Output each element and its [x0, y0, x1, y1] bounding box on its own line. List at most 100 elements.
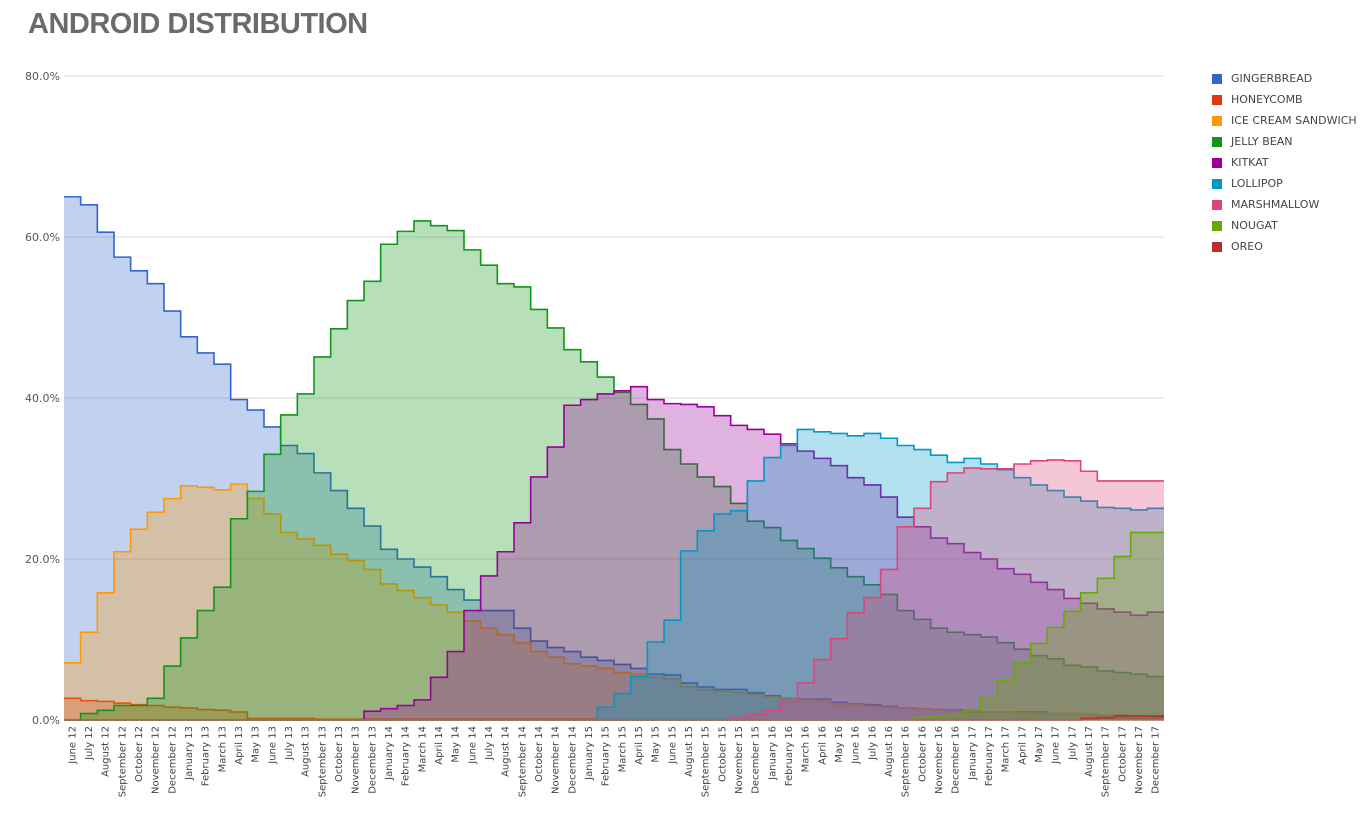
legend-label: MARSHMALLOW — [1231, 198, 1320, 211]
x-tick-label: July 12 — [84, 726, 95, 761]
x-tick-label: June 13 — [267, 726, 278, 765]
x-tick-label: June 17 — [1051, 726, 1062, 765]
series-area-fill — [64, 220, 1164, 720]
x-tick-label: May 17 — [1034, 726, 1045, 763]
legend-item[interactable]: KITKAT — [1212, 152, 1357, 173]
x-tick-label: July 14 — [484, 726, 495, 761]
series-areas — [64, 195, 1164, 721]
x-tick-label: October 13 — [334, 726, 345, 782]
x-tick-label: June 16 — [851, 726, 862, 765]
legend-item[interactable]: MARSHMALLOW — [1212, 194, 1357, 215]
legend-item[interactable]: JELLY BEAN — [1212, 131, 1357, 152]
legend-label: ICE CREAM SANDWICH — [1231, 114, 1357, 127]
x-tick-label: May 16 — [834, 726, 845, 763]
x-tick-label: September 15 — [701, 726, 712, 797]
x-tick-label: August 12 — [101, 726, 112, 777]
x-tick-label: January 13 — [184, 726, 195, 781]
x-tick-label: February 17 — [984, 726, 995, 786]
legend-label: KITKAT — [1231, 156, 1269, 169]
series-area-fill — [64, 196, 1164, 720]
legend-swatch — [1212, 199, 1222, 210]
x-tick-label: March 15 — [617, 726, 628, 772]
y-tick-label: 0.0% — [32, 714, 60, 727]
x-tick-label: December 15 — [751, 726, 762, 794]
x-tick-label: April 15 — [634, 726, 645, 765]
axes: 0.0% 20.0% 40.0% 60.0% 80.0% June 12 July 12 Au… — [25, 70, 1164, 797]
y-tick-label: 80.0% — [25, 70, 60, 83]
x-tick-label: October 12 — [134, 726, 145, 782]
x-tick-label: August 14 — [501, 726, 512, 777]
x-tick-label: February 16 — [784, 726, 795, 786]
series-area-fill — [64, 484, 1164, 720]
legend: GINGERBREAD HONEYCOMB ICE CREAM SANDWICH JE… — [1212, 68, 1357, 257]
x-tick-label: September 17 — [1101, 726, 1112, 797]
series-area-fill — [64, 459, 1164, 720]
x-tick-label: December 14 — [567, 726, 578, 794]
legend-label: NOUGAT — [1231, 219, 1278, 232]
x-tick-label: August 16 — [884, 726, 895, 777]
x-tick-label: November 12 — [151, 726, 162, 794]
y-tick-label: 20.0% — [25, 553, 60, 566]
x-tick-label: September 14 — [517, 726, 528, 797]
series-area-fill — [64, 386, 1164, 720]
legend-item[interactable]: GINGERBREAD — [1212, 68, 1357, 89]
legend-item[interactable]: ICE CREAM SANDWICH — [1212, 110, 1357, 131]
x-tick-label: June 12 — [67, 726, 78, 765]
legend-swatch — [1212, 94, 1222, 105]
x-tick-label: April 17 — [1017, 726, 1028, 765]
series-line — [64, 385, 1164, 721]
x-tick-label: September 13 — [317, 726, 328, 797]
x-tick-label: October 17 — [1117, 726, 1128, 782]
x-tick-label: November 13 — [351, 726, 362, 794]
x-tick-label: January 14 — [384, 726, 395, 781]
x-tick-label: January 15 — [584, 726, 595, 781]
series-line — [64, 483, 1164, 717]
legend-label: LOLLIPOP — [1231, 177, 1283, 190]
x-tick-label: September 16 — [901, 726, 912, 797]
legend-label: JELLY BEAN — [1231, 135, 1293, 148]
x-tick-label: August 13 — [301, 726, 312, 777]
chart-title: ANDROID DISTRIBUTION — [28, 8, 368, 40]
x-tick-label: February 15 — [601, 726, 612, 786]
x-tick-label: March 13 — [217, 726, 228, 772]
x-tick-label: November 16 — [934, 726, 945, 794]
legend-item[interactable]: HONEYCOMB — [1212, 89, 1357, 110]
series-kitkat — [64, 385, 1164, 721]
legend-label: OREO — [1231, 240, 1263, 253]
x-tick-label: October 14 — [534, 726, 545, 782]
x-tick-label: March 14 — [417, 726, 428, 772]
x-tick-label: January 16 — [767, 726, 778, 781]
x-tick-label: April 13 — [234, 726, 245, 765]
x-tick-label: December 13 — [367, 726, 378, 794]
legend-item[interactable]: OREO — [1212, 236, 1357, 257]
y-tick-label: 40.0% — [25, 392, 60, 405]
legend-swatch — [1212, 157, 1222, 168]
x-tick-label: May 15 — [651, 726, 662, 763]
legend-swatch — [1212, 115, 1222, 126]
x-tick-label: May 14 — [451, 726, 462, 763]
legend-swatch — [1212, 178, 1222, 189]
x-tick-label: August 15 — [684, 726, 695, 777]
x-tick-label: January 17 — [967, 726, 978, 781]
x-tick-label: February 13 — [201, 726, 212, 786]
legend-item[interactable]: LOLLIPOP — [1212, 173, 1357, 194]
x-tick-label: November 15 — [734, 726, 745, 794]
x-tick-label: November 14 — [551, 726, 562, 794]
legend-label: GINGERBREAD — [1231, 72, 1313, 85]
legend-item[interactable]: NOUGAT — [1212, 215, 1357, 236]
legend-swatch — [1212, 220, 1222, 231]
legend-swatch — [1212, 136, 1222, 147]
x-tick-label: December 12 — [167, 726, 178, 794]
x-tick-label: December 16 — [951, 726, 962, 794]
x-tick-label: October 16 — [917, 726, 928, 782]
series-area-fill — [64, 429, 1164, 720]
series-ice-cream-sandwich — [64, 483, 1164, 720]
x-tick-label: July 16 — [867, 726, 878, 761]
legend-swatch — [1212, 241, 1222, 252]
x-tick-label: August 17 — [1084, 726, 1095, 777]
x-tick-label: October 15 — [717, 726, 728, 782]
x-tick-label: June 14 — [467, 726, 478, 765]
x-tick-label: December 17 — [1151, 726, 1162, 794]
series-area-fill — [64, 532, 1164, 720]
